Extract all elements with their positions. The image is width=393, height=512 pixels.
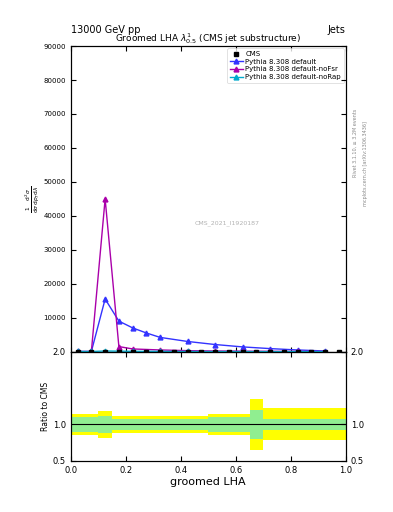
Y-axis label: $\frac{1}{\mathrm{d}\sigma}\frac{\mathrm{d}^2\sigma}{\mathrm{d}p_T\mathrm{d}\lam: $\frac{1}{\mathrm{d}\sigma}\frac{\mathrm… xyxy=(24,185,42,213)
CMS xyxy=(144,349,149,355)
Line: Pythia 8.308 default-noFsr: Pythia 8.308 default-noFsr xyxy=(75,197,328,354)
Line: CMS: CMS xyxy=(75,350,341,354)
CMS xyxy=(75,349,80,355)
Pythia 8.308 default-noRap xyxy=(103,348,108,354)
Pythia 8.308 default-noRap xyxy=(240,349,245,355)
Pythia 8.308 default-noFsr xyxy=(75,349,80,355)
CMS xyxy=(336,349,341,355)
Text: 13000 GeV pp: 13000 GeV pp xyxy=(71,26,140,35)
Pythia 8.308 default-noFsr xyxy=(89,349,94,355)
Pythia 8.308 default xyxy=(75,349,80,355)
Pythia 8.308 default xyxy=(116,318,121,324)
Line: Pythia 8.308 default: Pythia 8.308 default xyxy=(75,296,328,354)
Pythia 8.308 default xyxy=(103,296,108,302)
Pythia 8.308 default xyxy=(295,347,300,353)
CMS xyxy=(199,349,204,355)
Pythia 8.308 default xyxy=(323,348,328,354)
Pythia 8.308 default-noRap xyxy=(213,349,218,355)
Pythia 8.308 default-noFsr xyxy=(213,348,218,354)
Legend: CMS, Pythia 8.308 default, Pythia 8.308 default-noFsr, Pythia 8.308 default-noRa: CMS, Pythia 8.308 default, Pythia 8.308 … xyxy=(227,48,344,83)
Text: Rivet 3.1.10, ≥ 3.2M events: Rivet 3.1.10, ≥ 3.2M events xyxy=(353,109,358,178)
CMS xyxy=(185,349,190,355)
Y-axis label: Ratio to CMS: Ratio to CMS xyxy=(41,381,50,431)
CMS xyxy=(226,349,231,355)
Pythia 8.308 default-noFsr xyxy=(158,347,163,353)
Pythia 8.308 default-noFsr xyxy=(103,196,108,202)
Text: CMS_2021_I1920187: CMS_2021_I1920187 xyxy=(195,221,260,226)
Pythia 8.308 default xyxy=(240,344,245,350)
Text: mcplots.cern.ch [arXiv:1306.3436]: mcplots.cern.ch [arXiv:1306.3436] xyxy=(363,121,368,206)
Pythia 8.308 default xyxy=(268,346,272,352)
CMS xyxy=(254,349,259,355)
CMS xyxy=(323,349,328,355)
Line: Pythia 8.308 default-noRap: Pythia 8.308 default-noRap xyxy=(75,349,328,354)
CMS xyxy=(89,349,94,355)
Title: Groomed LHA $\lambda^{1}_{0.5}$ (CMS jet substructure): Groomed LHA $\lambda^{1}_{0.5}$ (CMS jet… xyxy=(115,31,301,46)
Pythia 8.308 default xyxy=(89,349,94,355)
Pythia 8.308 default-noRap xyxy=(89,349,94,355)
CMS xyxy=(240,349,245,355)
Pythia 8.308 default-noFsr xyxy=(323,349,328,355)
Pythia 8.308 default-noRap xyxy=(185,348,190,354)
Pythia 8.308 default xyxy=(213,342,218,348)
Pythia 8.308 default xyxy=(158,334,163,340)
Pythia 8.308 default xyxy=(130,325,135,331)
Pythia 8.308 default-noRap xyxy=(158,348,163,354)
Pythia 8.308 default-noFsr xyxy=(116,344,121,350)
CMS xyxy=(116,349,121,355)
Pythia 8.308 default-noFsr xyxy=(185,348,190,354)
CMS xyxy=(309,349,314,355)
CMS xyxy=(103,349,108,355)
Pythia 8.308 default-noRap xyxy=(130,348,135,354)
Pythia 8.308 default-noFsr xyxy=(295,348,300,354)
CMS xyxy=(295,349,300,355)
Pythia 8.308 default-noRap xyxy=(268,349,272,355)
Pythia 8.308 default xyxy=(144,330,149,336)
CMS xyxy=(213,349,218,355)
CMS xyxy=(268,349,272,355)
CMS xyxy=(171,349,176,355)
Pythia 8.308 default-noFsr xyxy=(268,348,272,354)
Text: Jets: Jets xyxy=(328,26,346,35)
Pythia 8.308 default-noRap xyxy=(75,349,80,355)
Pythia 8.308 default-noRap xyxy=(323,349,328,355)
CMS xyxy=(281,349,286,355)
Pythia 8.308 default-noRap xyxy=(295,349,300,355)
CMS xyxy=(158,349,163,355)
CMS xyxy=(130,349,135,355)
Pythia 8.308 default-noFsr xyxy=(130,346,135,352)
Pythia 8.308 default xyxy=(185,338,190,345)
X-axis label: groomed LHA: groomed LHA xyxy=(171,477,246,487)
Pythia 8.308 default-noFsr xyxy=(240,348,245,354)
